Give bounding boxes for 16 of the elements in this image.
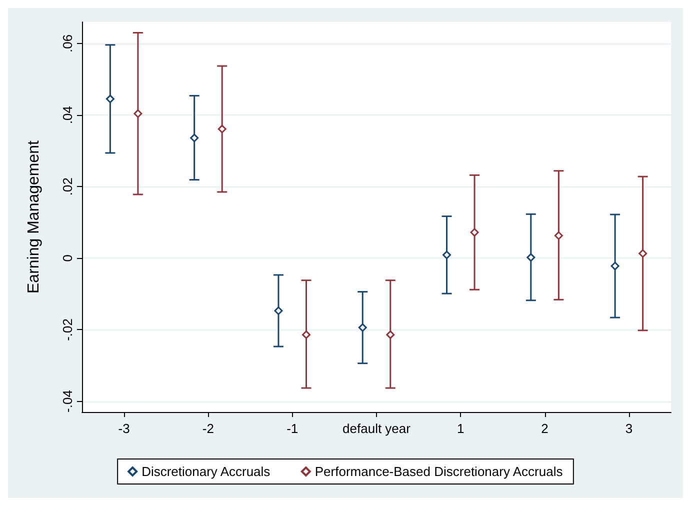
x-tick-label: -1	[286, 421, 298, 436]
y-tick-label: -.04	[60, 390, 75, 412]
legend-label: Performance-Based Discretionary Accruals	[314, 464, 564, 479]
y-tick-label: 0	[60, 254, 75, 262]
x-tick-label: -3	[118, 421, 130, 436]
x-tick-label: 3	[625, 421, 633, 436]
y-tick-label: .02	[60, 178, 75, 196]
x-tick-label: default year	[342, 421, 412, 436]
x-tick-label: -2	[202, 421, 214, 436]
legend-label: Discretionary Accruals	[142, 464, 271, 479]
y-tick-label: -.02	[60, 318, 75, 341]
y-tick-label: .04	[60, 106, 75, 124]
x-tick-label: 2	[541, 421, 548, 436]
y-axis-title: Earning Management	[26, 140, 42, 294]
y-tick-label: .06	[60, 34, 75, 53]
x-tick-label: 1	[457, 421, 464, 436]
